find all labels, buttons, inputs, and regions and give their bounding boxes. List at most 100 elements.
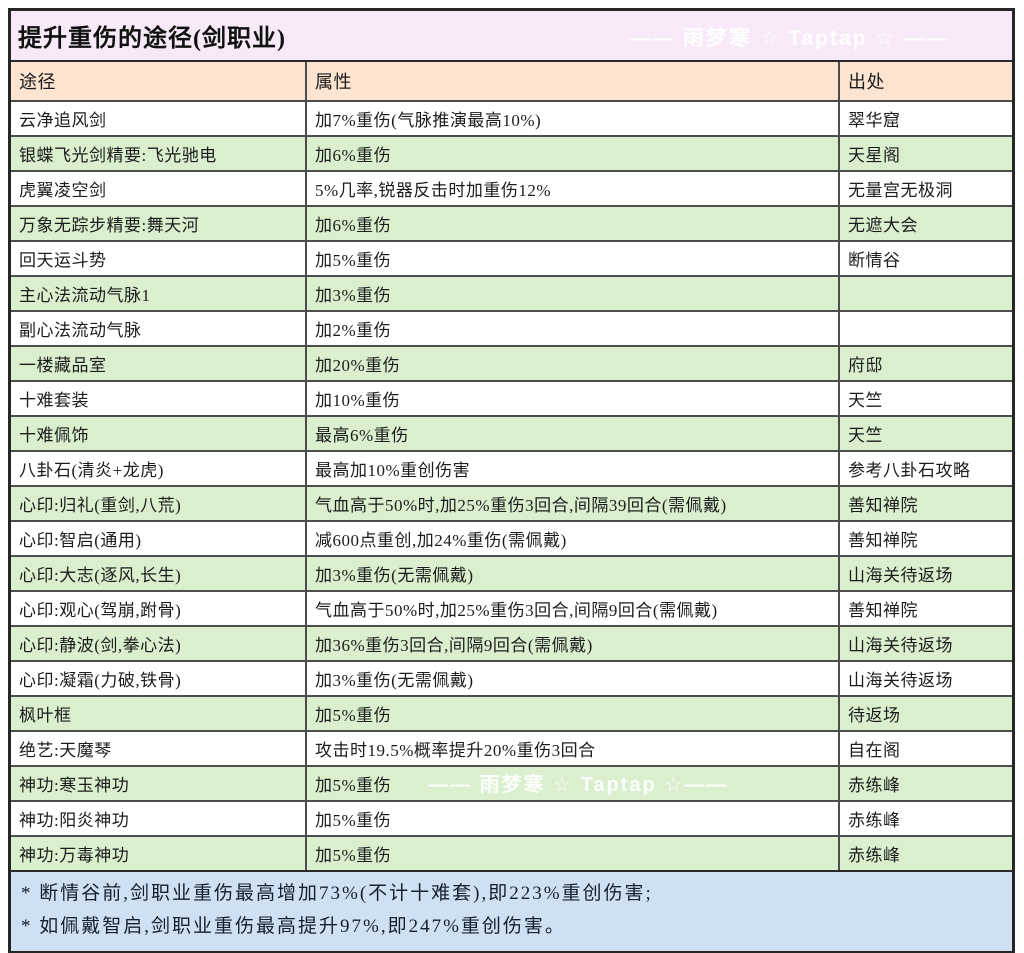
way-cell: 虎翼凌空剑: [11, 172, 307, 205]
column-header-attribute: 属性: [307, 62, 840, 100]
attribute-cell: 加5%重伤: [307, 697, 840, 730]
attribute-cell: 减600点重创,加24%重伤(需佩戴): [307, 522, 840, 555]
way-cell: 八卦石(清炎+龙虎): [11, 452, 307, 485]
source-cell: 善知禅院: [848, 496, 918, 515]
table-body: 云净追风剑 加7%重伤(气脉推演最高10%) 翠华窟 银蝶飞光剑精要:飞光驰电 加6%重…: [11, 100, 1012, 870]
attribute-cell: 5%几率,锐器反击时加重伤12%: [307, 172, 840, 205]
watermark-top: —— 雨梦寒 ☆ Taptap ☆ ——: [628, 27, 950, 50]
attribute-cell: 加7%重伤(气脉推演最高10%): [307, 102, 840, 135]
table-row: 八卦石(清炎+龙虎) 最高加10%重创伤害 参考八卦石攻略: [11, 450, 1012, 485]
way-cell: 银蝶飞光剑精要:飞光驰电: [11, 137, 307, 170]
attribute-cell: 加6%重伤: [307, 207, 840, 240]
attribute-cell: 最高加10%重创伤害: [307, 452, 840, 485]
table-row: 心印:观心(驾崩,跗骨) 气血高于50%时,加25%重伤3回合,间隔9回合(需佩戴…: [11, 590, 1012, 625]
footnote-line: * 如佩戴智启,剑职业重伤最高提升97%,即247%重创伤害。: [21, 916, 566, 937]
column-header-way: 途径: [11, 62, 307, 100]
table-row: 心印:大志(逐风,长生) 加3%重伤(无需佩戴) 山海关待返场: [11, 555, 1012, 590]
source-cell: 善知禅院: [848, 601, 918, 620]
way-cell: 绝艺:天魔琴: [11, 732, 307, 765]
source-cell: 参考八卦石攻略: [848, 461, 971, 480]
way-cell: 心印:观心(驾崩,跗骨): [11, 592, 307, 625]
way-cell: 神功:阳炎神功: [11, 802, 307, 835]
source-cell: 善知禅院: [848, 531, 918, 550]
attribute-cell: 加3%重伤: [307, 277, 840, 310]
attribute-cell: 加5%重伤: [307, 837, 840, 870]
way-cell: 主心法流动气脉1: [11, 277, 307, 310]
source-cell: 山海关待返场: [848, 671, 953, 690]
table-row: 神功:阳炎神功 加5%重伤 赤练峰: [11, 800, 1012, 835]
table-row: 心印:静波(剑,拳心法) 加36%重伤3回合,间隔9回合(需佩戴) 山海关待返场: [11, 625, 1012, 660]
page-title: 提升重伤的途径(剑职业): [18, 26, 286, 52]
table-row: 万象无踪步精要:舞天河 加6%重伤 无遮大会: [11, 205, 1012, 240]
source-cell: 翠华窟: [848, 111, 901, 130]
way-cell: 心印:静波(剑,拳心法): [11, 627, 307, 660]
attribute-cell: 加3%重伤(无需佩戴): [307, 557, 840, 590]
table-row: 心印:归礼(重剑,八荒) 气血高于50%时,加25%重伤3回合,间隔39回合(需佩…: [11, 485, 1012, 520]
table-row: 神功:寒玉神功 加5%重伤 赤练峰: [11, 765, 1012, 800]
source-cell: [840, 277, 1012, 310]
footnote-line: * 断情谷前,剑职业重伤最高增加73%(不计十难套),即223%重创伤害;: [21, 883, 653, 904]
column-header-source: 出处: [848, 72, 885, 92]
way-cell: 枫叶框: [11, 697, 307, 730]
table-row: 虎翼凌空剑 5%几率,锐器反击时加重伤12% 无量宫无极洞: [11, 170, 1012, 205]
table-title-row: 提升重伤的途径(剑职业) —— 雨梦寒 ☆ Taptap ☆ ——: [11, 11, 1012, 62]
attribute-cell: 气血高于50%时,加25%重伤3回合,间隔9回合(需佩戴): [307, 592, 840, 625]
attribute-cell: 加5%重伤: [307, 767, 840, 800]
source-cell: 天星阁: [848, 146, 901, 165]
source-cell: 断情谷: [848, 251, 901, 270]
source-cell: [840, 312, 1012, 345]
source-cell: 山海关待返场: [848, 636, 953, 655]
footnotes: * 断情谷前,剑职业重伤最高增加73%(不计十难套),即223%重创伤害; * …: [11, 870, 1012, 951]
way-cell: 心印:大志(逐风,长生): [11, 557, 307, 590]
attribute-cell: 加3%重伤(无需佩戴): [307, 662, 840, 695]
table-row: 银蝶飞光剑精要:飞光驰电 加6%重伤 天星阁: [11, 135, 1012, 170]
way-cell: 心印:智启(通用): [11, 522, 307, 555]
attribute-cell: 加6%重伤: [307, 137, 840, 170]
way-cell: 神功:寒玉神功: [11, 767, 307, 800]
table-row: 主心法流动气脉1 加3%重伤: [11, 275, 1012, 310]
source-cell: 赤练峰: [848, 776, 901, 795]
way-cell: 神功:万毒神功: [11, 837, 307, 870]
way-cell: 回天运斗势: [11, 242, 307, 275]
attribute-cell: 最高6%重伤: [307, 417, 840, 450]
way-cell: 云净追风剑: [11, 102, 307, 135]
way-cell: 万象无踪步精要:舞天河: [11, 207, 307, 240]
source-cell: 赤练峰: [848, 846, 901, 865]
attribute-cell: 加20%重伤: [307, 347, 840, 380]
table-row: 副心法流动气脉 加2%重伤: [11, 310, 1012, 345]
table-row: 回天运斗势 加5%重伤 断情谷: [11, 240, 1012, 275]
table-header-row: 途径 属性 出处: [11, 62, 1012, 100]
table-row: 神功:万毒神功 加5%重伤 赤练峰: [11, 835, 1012, 870]
attribute-cell: 加2%重伤: [307, 312, 840, 345]
attribute-cell: 加36%重伤3回合,间隔9回合(需佩戴): [307, 627, 840, 660]
source-cell: 府邸: [848, 356, 883, 375]
way-cell: 副心法流动气脉: [11, 312, 307, 345]
attribute-cell: 攻击时19.5%概率提升20%重伤3回合: [307, 732, 840, 765]
way-cell: 心印:凝霜(力破,铁骨): [11, 662, 307, 695]
source-cell: 自在阁: [848, 741, 901, 760]
injury-boost-table: 提升重伤的途径(剑职业) —— 雨梦寒 ☆ Taptap ☆ —— 途径 属性 …: [8, 8, 1015, 953]
way-cell: 十难套装: [11, 382, 307, 415]
table-row: 心印:凝霜(力破,铁骨) 加3%重伤(无需佩戴) 山海关待返场: [11, 660, 1012, 695]
source-cell: 天竺: [848, 426, 883, 445]
attribute-cell: 加5%重伤: [307, 802, 840, 835]
way-cell: 心印:归礼(重剑,八荒): [11, 487, 307, 520]
attribute-cell: 加5%重伤: [307, 242, 840, 275]
source-cell: 赤练峰: [848, 811, 901, 830]
way-cell: 十难佩饰: [11, 417, 307, 450]
source-cell: 无量宫无极洞: [848, 181, 953, 200]
source-cell: 天竺: [848, 391, 883, 410]
table-row: 十难佩饰 最高6%重伤 天竺: [11, 415, 1012, 450]
table-row: 云净追风剑 加7%重伤(气脉推演最高10%) 翠华窟: [11, 100, 1012, 135]
table-row: 枫叶框 加5%重伤 待返场: [11, 695, 1012, 730]
table-row: 心印:智启(通用) 减600点重创,加24%重伤(需佩戴) 善知禅院: [11, 520, 1012, 555]
attribute-cell: 加10%重伤: [307, 382, 840, 415]
source-cell: 山海关待返场: [848, 566, 953, 585]
table-row: 一楼藏品室 加20%重伤 府邸: [11, 345, 1012, 380]
table-row: 十难套装 加10%重伤 天竺: [11, 380, 1012, 415]
source-cell: 待返场: [848, 706, 901, 725]
table-row: 绝艺:天魔琴 攻击时19.5%概率提升20%重伤3回合 自在阁: [11, 730, 1012, 765]
way-cell: 一楼藏品室: [11, 347, 307, 380]
attribute-cell: 气血高于50%时,加25%重伤3回合,间隔39回合(需佩戴): [307, 487, 840, 520]
